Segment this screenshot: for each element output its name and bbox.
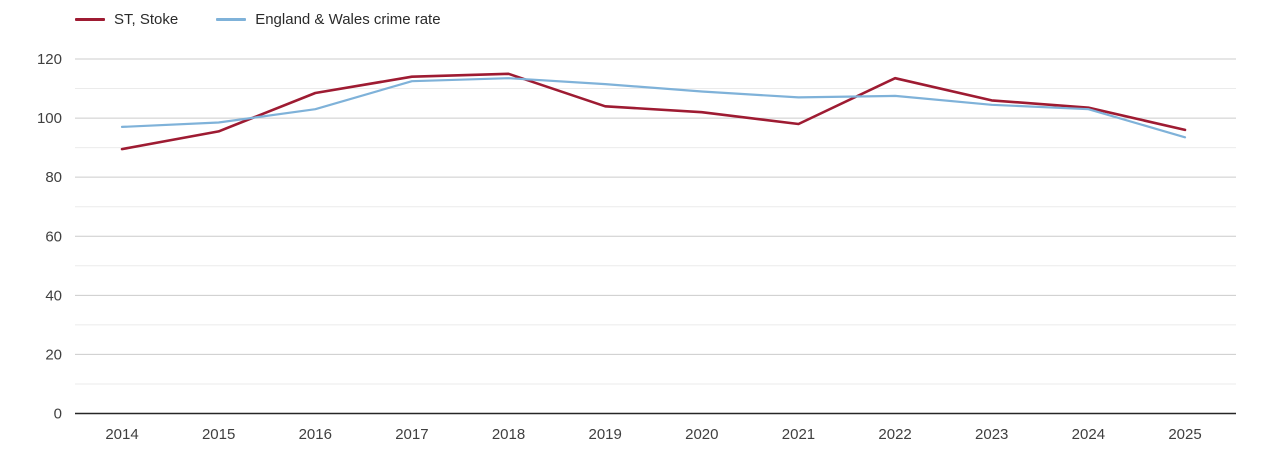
x-tick-label: 2024 <box>1072 426 1105 443</box>
x-tick-label: 2014 <box>105 426 138 443</box>
y-tick-label: 100 <box>37 110 62 127</box>
y-tick-label: 20 <box>45 346 62 363</box>
x-tick-label: 2019 <box>588 426 621 443</box>
legend-swatch-st-stoke-line <box>75 18 105 21</box>
y-tick-label: 0 <box>54 406 62 423</box>
x-tick-label: 2023 <box>975 426 1008 443</box>
x-tick-label: 2022 <box>878 426 911 443</box>
x-tick-label: 2025 <box>1168 426 1201 443</box>
legend-label-england-wales: England & Wales crime rate <box>255 11 441 28</box>
legend-swatch-england-wales-line <box>216 18 247 21</box>
legend-label-st-stoke: ST, Stoke <box>114 11 179 28</box>
chart-legend: ST, Stoke England & Wales crime rate <box>75 12 441 27</box>
series-line-st-stoke <box>120 72 1187 151</box>
y-tick-label: 40 <box>45 287 62 304</box>
x-tick-label: 2017 <box>395 426 428 443</box>
legend-item-st-stoke: ST, Stoke <box>75 12 178 27</box>
y-tick-label: 60 <box>45 228 62 245</box>
x-tick-label: 2015 <box>202 426 235 443</box>
y-tick-label: 80 <box>45 169 62 186</box>
y-tick-label: 120 <box>37 51 62 68</box>
x-tick-label: 2016 <box>299 426 332 443</box>
x-tick-label: 2021 <box>782 426 815 443</box>
legend-item-england-wales: England & Wales crime rate <box>216 11 441 28</box>
x-tick-label: 2018 <box>492 426 525 443</box>
x-tick-label: 2020 <box>685 426 718 443</box>
series-line-england-wales-crime-rate <box>120 77 1187 139</box>
